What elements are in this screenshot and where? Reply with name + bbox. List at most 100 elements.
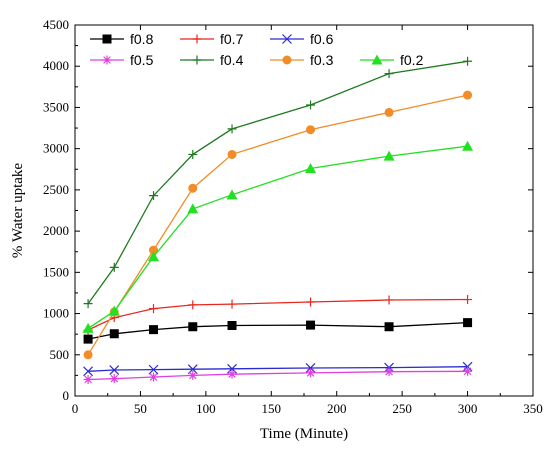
data-point-f0.3	[227, 149, 237, 159]
y-tick-label: 2000	[43, 223, 69, 238]
legend-marker	[371, 54, 383, 65]
data-point-f0.4	[149, 191, 159, 201]
x-tick-label: 50	[134, 401, 147, 416]
x-tick-label: 0	[72, 401, 79, 416]
series-f0.6	[83, 361, 473, 377]
data-point-f0.8	[149, 325, 159, 335]
series-line-f0.2	[87, 145, 468, 329]
data-point-f0.7	[188, 300, 198, 310]
data-point-f0.6	[305, 363, 316, 373]
data-point-f0.3	[384, 107, 394, 117]
data-point-f0.5	[384, 367, 394, 377]
legend-item-f0.5: f0.5	[90, 52, 154, 68]
data-point-f0.6	[462, 361, 473, 372]
x-tick-label: 100	[196, 401, 216, 416]
y-tick-label: 3500	[43, 99, 69, 114]
series-f0.3	[83, 90, 473, 360]
data-point-f0.6	[148, 364, 159, 375]
series-line-f0.8	[87, 321, 468, 340]
series-f0.2	[82, 140, 474, 333]
data-point-f0.8	[227, 321, 237, 331]
data-point-f0.7	[227, 299, 237, 309]
data-point-f0.2	[462, 140, 474, 151]
legend-item-f0.7: f0.7	[180, 31, 244, 47]
data-point-f0.6	[83, 366, 94, 377]
series-f0.4	[83, 56, 473, 309]
data-point-f0.4	[306, 100, 316, 110]
series-line-f0.4	[87, 60, 468, 305]
y-axis-title: % Water uptake	[10, 163, 26, 258]
data-point-f0.8	[306, 320, 316, 330]
data-point-f0.2	[187, 203, 199, 214]
data-point-f0.4	[83, 299, 93, 309]
data-point-f0.2	[148, 251, 160, 262]
data-point-f0.8	[109, 329, 119, 339]
legend-label: f0.5	[130, 52, 154, 68]
data-point-f0.8	[83, 334, 93, 344]
x-axis-title: Time (Minute)	[260, 426, 348, 442]
data-point-f0.7	[384, 295, 394, 305]
data-point-f0.8	[188, 322, 198, 332]
data-point-f0.2	[226, 189, 238, 200]
series-line-f0.7	[87, 298, 468, 331]
x-tick-label: 150	[262, 401, 282, 416]
legend-label: f0.2	[400, 52, 424, 68]
data-point-f0.4	[109, 262, 119, 272]
legend-item-f0.4: f0.4	[180, 52, 244, 68]
y-tick-label: 4000	[43, 58, 69, 73]
legend-item-f0.8: f0.8	[90, 31, 154, 47]
data-point-f0.6	[109, 365, 120, 375]
data-point-f0.8	[384, 322, 394, 332]
y-tick-label: 3000	[43, 141, 69, 156]
legend-marker	[282, 34, 292, 44]
series-f0.8	[83, 318, 473, 344]
data-point-f0.3	[149, 245, 159, 255]
y-tick-label: 500	[50, 347, 70, 362]
legend-item-f0.3: f0.3	[270, 52, 334, 68]
plot-frame	[74, 24, 534, 397]
data-point-f0.2	[305, 162, 317, 173]
legend-label: f0.3	[310, 52, 334, 68]
data-point-f0.7	[149, 304, 159, 314]
data-point-f0.4	[227, 124, 237, 134]
legend-marker	[102, 55, 112, 65]
legend-marker	[102, 34, 112, 44]
x-tick-label: 350	[523, 401, 543, 416]
y-tick-label: 0	[63, 388, 70, 403]
axes: 0 50 100 150 200 250 300 3500500100015002000250…	[43, 17, 543, 416]
data-point-f0.8	[463, 318, 473, 328]
data-point-f0.5	[109, 374, 119, 384]
data-point-f0.3	[188, 183, 198, 193]
series-f0.7	[83, 295, 473, 335]
data-point-f0.5	[227, 369, 237, 379]
x-tick-label: 250	[392, 401, 412, 416]
data-point-f0.4	[463, 56, 473, 66]
y-tick-label: 1500	[43, 264, 69, 279]
legend-label: f0.7	[220, 31, 244, 47]
data-point-f0.3	[463, 90, 473, 100]
data-point-f0.5	[463, 366, 473, 376]
y-tick-label: 2500	[43, 182, 69, 197]
legend-marker	[282, 55, 292, 65]
data-point-f0.5	[188, 370, 198, 380]
data-point-f0.7	[463, 295, 473, 305]
legend-marker	[192, 34, 202, 44]
series-line-f0.5	[88, 370, 468, 381]
legend: f0.8 f0.7 f0.6 f0.5 f0.4 f0.3 f0.2	[90, 31, 424, 68]
data-point-f0.7	[306, 297, 316, 307]
data-point-f0.4	[384, 69, 394, 79]
series-line-f0.3	[87, 94, 468, 356]
series-line-f0.6	[88, 366, 468, 372]
series-f0.5	[83, 366, 473, 385]
x-tick-label: 200	[327, 401, 347, 416]
data-point-f0.4	[188, 149, 198, 159]
x-tick-label: 300	[458, 401, 478, 416]
plot-layer	[82, 56, 474, 385]
data-point-f0.2	[383, 150, 395, 161]
y-tick-label: 1000	[43, 306, 69, 321]
legend-label: f0.6	[310, 31, 334, 47]
legend-item-f0.6: f0.6	[270, 31, 334, 47]
legend-marker	[192, 55, 202, 65]
legend-label: f0.4	[220, 52, 244, 68]
